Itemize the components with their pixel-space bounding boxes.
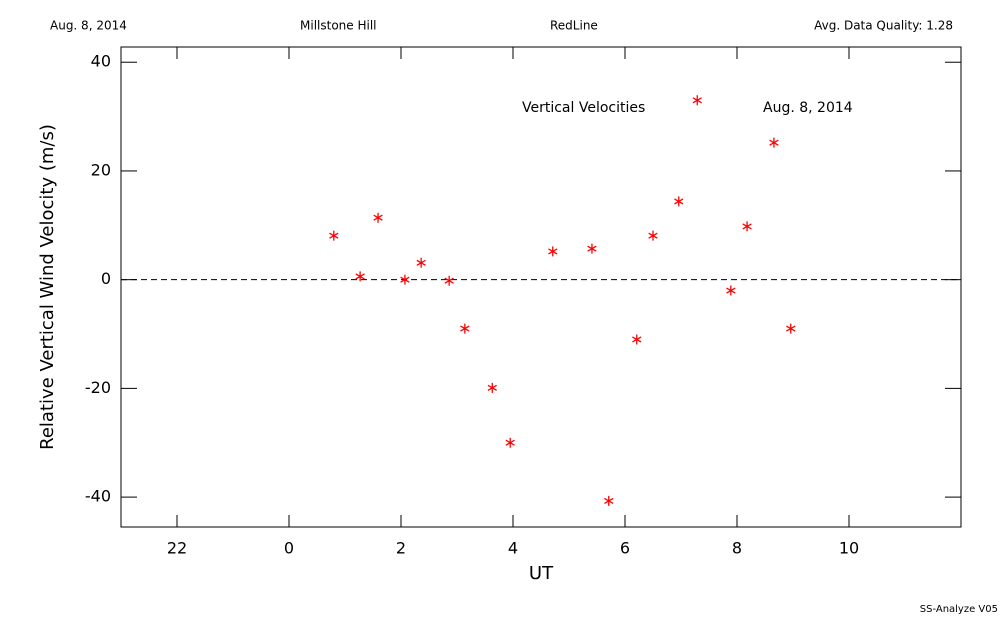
x-tick-label: 6 [620, 539, 630, 558]
data-point [505, 437, 515, 448]
data-point [632, 334, 642, 345]
x-tick-label: 22 [167, 539, 187, 558]
data-point [548, 246, 558, 257]
annotation: Aug. 8, 2014 [763, 100, 853, 116]
y-axis-label: Relative Vertical Wind Velocity (m/s) [37, 124, 58, 450]
data-point [769, 137, 779, 148]
data-point [742, 221, 752, 232]
data-point [786, 323, 796, 334]
data-point [400, 274, 410, 285]
y-tick-label: 0 [101, 269, 111, 288]
header-date: Aug. 8, 2014 [50, 19, 127, 33]
data-point [329, 230, 339, 241]
header-site: Millstone Hill [300, 19, 376, 33]
footer: SS-Analyze V05 [920, 604, 998, 615]
data-point [487, 382, 497, 393]
data-point [726, 285, 736, 296]
data-point [674, 196, 684, 207]
x-tick-label: 10 [839, 539, 859, 558]
x-tick-label: 2 [396, 539, 406, 558]
x-tick-label: 8 [732, 539, 742, 558]
plot-frame [120, 46, 962, 528]
data-point [692, 95, 702, 106]
data-point [416, 257, 426, 268]
x-axis-label: UT [529, 563, 554, 584]
data-point [648, 230, 658, 241]
data-point [355, 271, 365, 282]
y-tick-label: 40 [91, 52, 111, 71]
data-point [604, 495, 614, 506]
y-tick-label: 20 [91, 160, 111, 179]
data-point [373, 212, 383, 223]
data-point [460, 323, 470, 334]
x-tick-label: 0 [284, 539, 294, 558]
annotation: Vertical Velocities [522, 100, 645, 116]
data-point [587, 243, 597, 254]
y-tick-label: -40 [85, 487, 111, 506]
x-tick-label: 4 [508, 539, 518, 558]
data-point [444, 275, 454, 286]
header-quality: Avg. Data Quality: 1.28 [814, 19, 953, 33]
header-line: RedLine [550, 19, 598, 33]
y-tick-label: -20 [85, 378, 111, 397]
